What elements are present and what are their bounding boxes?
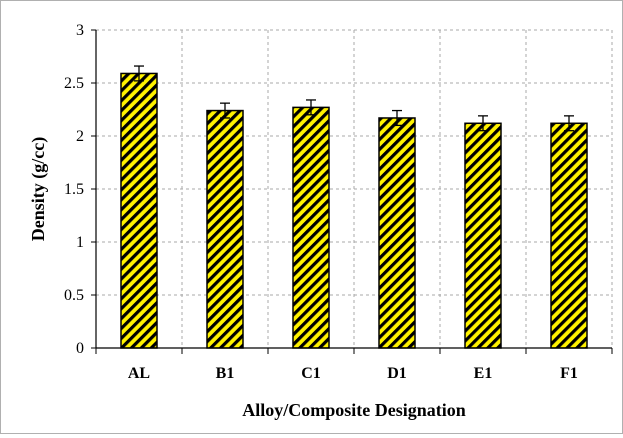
y-tick-label: 3: [76, 22, 84, 39]
x-tick-label: E1: [474, 365, 493, 382]
x-tick-label: D1: [387, 365, 407, 382]
error-bar-c1: [306, 99, 316, 116]
x-tick-label: B1: [216, 365, 235, 382]
x-tick-label: AL: [128, 365, 150, 382]
bar-b1: [206, 109, 244, 349]
y-tick-label: 1.5: [64, 181, 84, 198]
axes: [91, 29, 613, 354]
bar-f1: [550, 122, 588, 349]
error-bar-b1: [220, 102, 230, 119]
bar-d1: [378, 117, 416, 349]
x-tick-label: C1: [301, 365, 321, 382]
y-tick-label: 0.5: [64, 287, 84, 304]
bar-al: [120, 72, 158, 349]
y-tick-label: 2: [76, 128, 84, 145]
error-bar-al: [134, 65, 144, 82]
y-tick-label: 2.5: [64, 75, 84, 92]
labels: Alloy/Composite Designation Density (g/c…: [28, 22, 578, 420]
error-bar-d1: [392, 109, 402, 127]
gridlines: [96, 29, 613, 348]
y-tick-label: 0: [76, 340, 84, 357]
bars: [120, 65, 588, 349]
y-axis-title: Density (g/cc): [28, 137, 49, 241]
x-axis-title: Alloy/Composite Designation: [242, 400, 466, 420]
bar-e1: [464, 122, 502, 349]
error-bar-e1: [478, 115, 488, 132]
bar-c1: [292, 106, 330, 349]
error-bar-f1: [564, 115, 574, 132]
y-tick-label: 1: [76, 234, 84, 251]
x-tick-label: F1: [560, 365, 578, 382]
